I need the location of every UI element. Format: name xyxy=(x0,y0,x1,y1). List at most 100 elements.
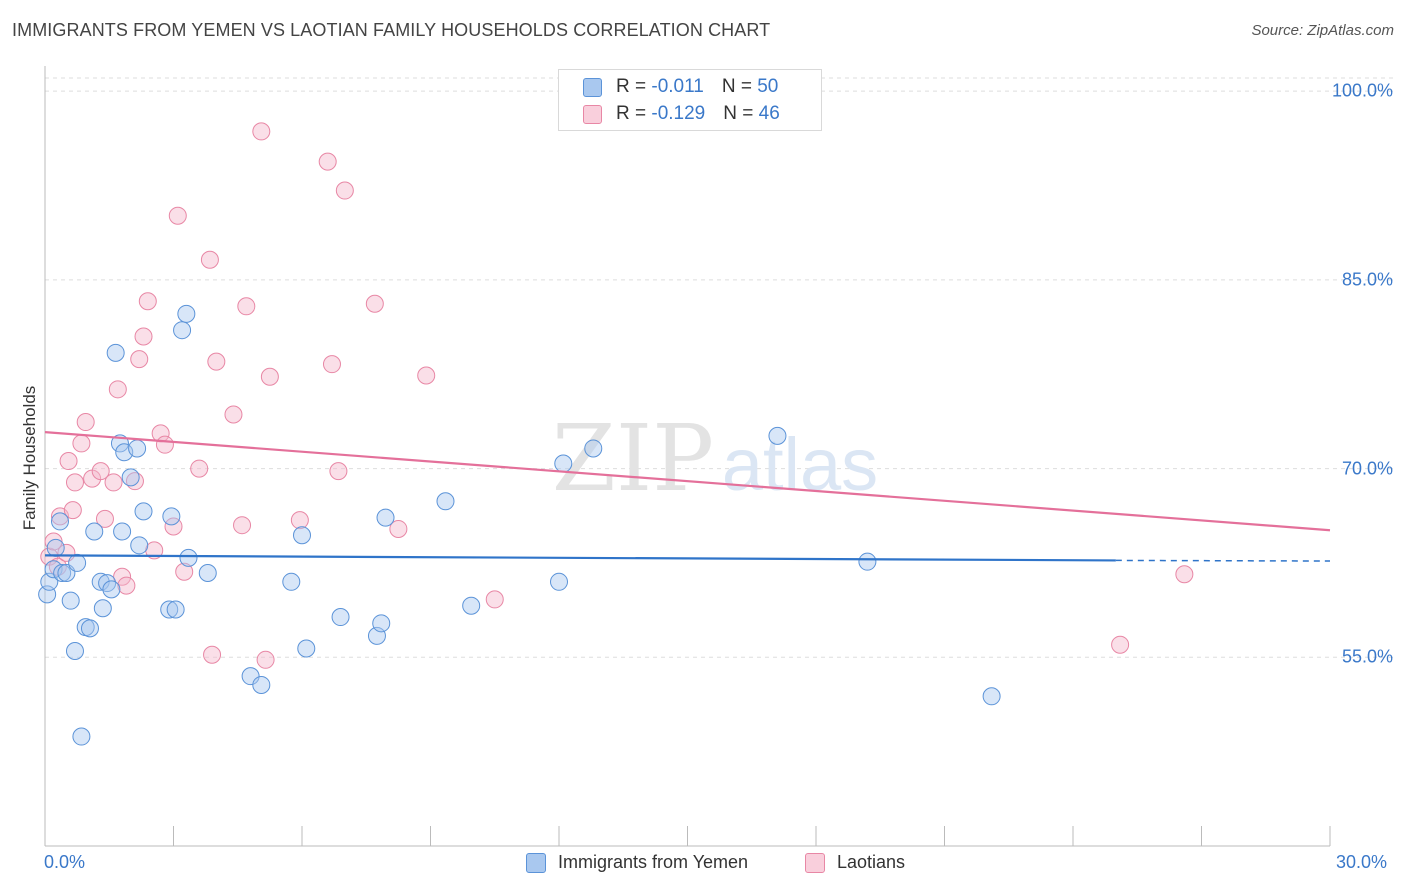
laotians-point xyxy=(95,509,114,528)
laotians-point xyxy=(113,567,132,586)
yemen-point xyxy=(768,426,787,445)
x-tick-max: 30.0% xyxy=(1336,852,1388,872)
laotians-point xyxy=(104,473,123,492)
yemen-point xyxy=(462,596,481,615)
laotians-swatch xyxy=(583,104,602,124)
trend-lines xyxy=(44,430,1331,562)
yemen-point xyxy=(252,675,271,694)
laotians-point xyxy=(175,562,194,581)
yemen-point xyxy=(162,507,181,526)
laotians-point xyxy=(130,350,149,369)
yemen-point xyxy=(198,564,217,582)
yemen-point xyxy=(72,727,91,746)
yemen-point xyxy=(982,687,1001,706)
yemen-point xyxy=(50,512,69,531)
y-tick-label: 85.0% xyxy=(1341,269,1393,290)
legend-n-value: 46 xyxy=(758,103,780,124)
yemen-point xyxy=(550,572,568,591)
legend-r-value: -0.011 xyxy=(651,76,704,97)
yemen-point xyxy=(65,642,84,660)
legend-row-laotians: R = -0.129 N = 46 xyxy=(583,102,780,126)
bottom-legend-yemen: Immigrants from Yemen xyxy=(526,852,748,873)
laotians-point xyxy=(134,327,153,346)
laotians-point xyxy=(252,122,271,141)
yemen-point xyxy=(554,454,573,473)
yemen-swatch xyxy=(583,77,602,97)
legend-n-value: 50 xyxy=(757,76,779,97)
legend-n-label: N = xyxy=(721,76,758,97)
yemen-trend-line xyxy=(44,554,1116,562)
laotians-point xyxy=(389,519,408,538)
laotians-point xyxy=(117,576,136,595)
laotians-legend-swatch xyxy=(805,852,825,873)
legend-r-label: R = xyxy=(616,103,652,124)
yemen-point xyxy=(282,572,301,591)
laotians-point xyxy=(485,590,504,609)
yemen-point xyxy=(102,580,121,599)
yemen-point xyxy=(85,522,104,541)
yemen-point xyxy=(177,304,196,323)
yemen-point xyxy=(130,536,149,555)
laotians-point xyxy=(318,152,337,171)
yemen-point xyxy=(584,439,603,458)
yemen-point xyxy=(173,321,192,340)
yemen-point xyxy=(93,599,112,618)
data-points xyxy=(38,122,1194,746)
laotians-point xyxy=(138,292,157,311)
yemen-point xyxy=(61,591,80,610)
laotians-point xyxy=(59,452,78,471)
yemen-point xyxy=(179,548,198,567)
laotians-point xyxy=(417,366,436,385)
laotians-point xyxy=(63,501,82,520)
bottom-legend-laotians-label: Laotians xyxy=(837,852,906,872)
y-tick-label: 55.0% xyxy=(1341,646,1393,667)
yemen-point xyxy=(106,343,125,362)
laotians-point xyxy=(237,297,256,316)
yemen-point xyxy=(113,522,132,541)
laotians-point xyxy=(76,413,95,432)
yemen-point xyxy=(372,614,391,633)
laotians-point xyxy=(108,380,127,399)
laotians-point xyxy=(329,462,348,481)
laotians-point xyxy=(224,405,243,424)
laotians-trend-line xyxy=(44,430,1331,532)
laotians-point xyxy=(365,294,384,313)
laotians-point xyxy=(335,181,354,200)
yemen-point xyxy=(241,667,260,686)
legend-r-label: R = xyxy=(616,76,652,97)
legend-r-value: -0.129 xyxy=(651,103,706,124)
laotians-point xyxy=(65,473,84,492)
yemen-point xyxy=(53,564,72,582)
yemen-point xyxy=(91,572,110,591)
bottom-legend-yemen-label: Immigrants from Yemen xyxy=(558,852,749,872)
yemen-point xyxy=(436,492,455,511)
laotians-point xyxy=(72,434,91,453)
bottom-legend-laotians: Laotians xyxy=(805,852,905,873)
axes xyxy=(44,66,1331,847)
yemen-point xyxy=(134,502,153,521)
laotians-point xyxy=(290,511,309,530)
laotians-point xyxy=(1111,635,1130,654)
yemen-point xyxy=(160,600,179,619)
yemen-point xyxy=(331,608,350,627)
laotians-point xyxy=(168,206,187,225)
yemen-point xyxy=(376,508,395,527)
watermark: ZIP atlas xyxy=(552,405,878,512)
laotians-point xyxy=(203,645,222,664)
x-tick-min: 0.0% xyxy=(44,852,86,872)
yemen-point xyxy=(858,552,877,571)
y-tick-label: 70.0% xyxy=(1341,458,1393,479)
legend-row-yemen: R = -0.011 N = 50 xyxy=(583,75,778,99)
watermark-zip: ZIP xyxy=(552,405,714,512)
laotians-point xyxy=(256,650,275,669)
yemen-point xyxy=(46,538,65,557)
laotians-point xyxy=(91,462,110,481)
watermark-atlas: atlas xyxy=(722,423,878,506)
laotians-point xyxy=(322,355,341,374)
laotians-point xyxy=(190,459,209,478)
laotians-point xyxy=(233,516,252,535)
yemen-point xyxy=(166,600,185,619)
yemen-trend-extension xyxy=(1115,559,1331,562)
laotians-point xyxy=(200,250,219,269)
y-tick-label: 100.0% xyxy=(1331,80,1393,101)
